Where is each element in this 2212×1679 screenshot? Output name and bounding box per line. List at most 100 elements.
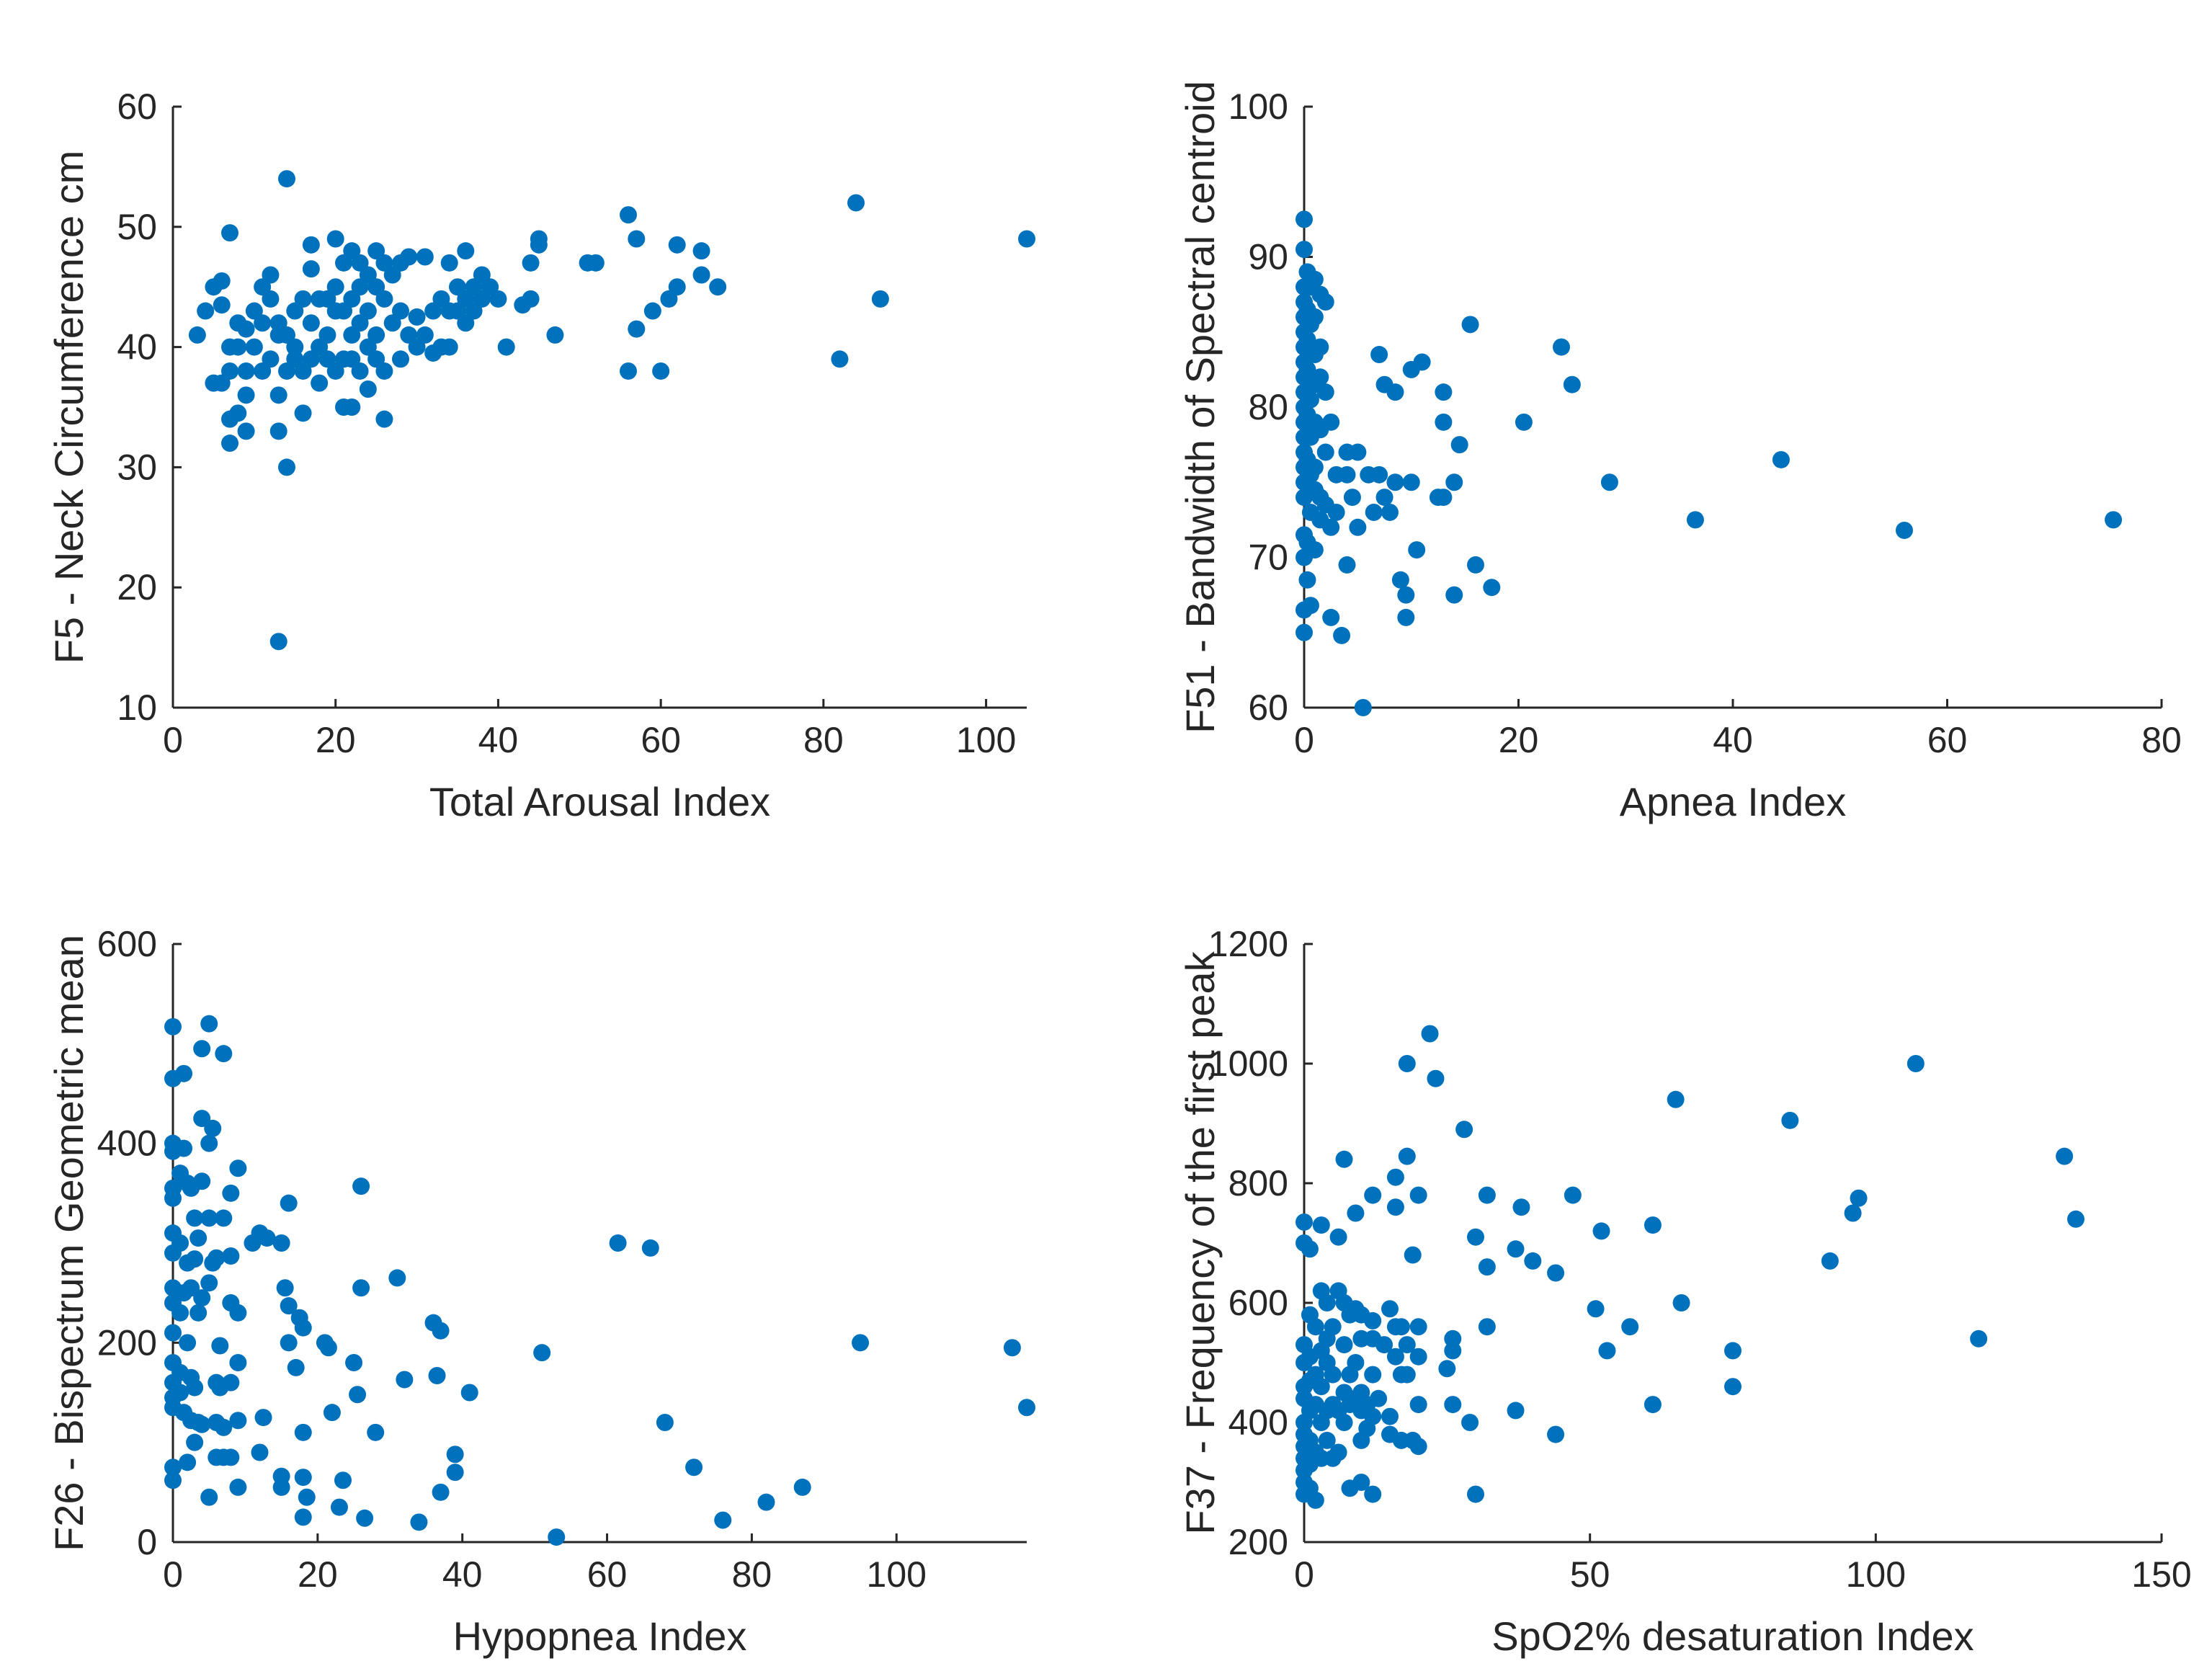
x-tick-label: 20: [1499, 720, 1539, 760]
data-point: [2056, 1147, 2074, 1165]
data-point: [1781, 1111, 1799, 1129]
data-point: [197, 302, 215, 320]
data-point: [1444, 1342, 1462, 1360]
data-point: [1381, 1407, 1399, 1425]
y-tick-label: 10: [117, 687, 157, 728]
data-point: [200, 1134, 218, 1152]
data-point: [1364, 1366, 1382, 1384]
data-point: [229, 1159, 247, 1177]
data-point: [1349, 518, 1367, 536]
data-point: [215, 1209, 233, 1227]
data-point: [222, 1247, 240, 1265]
data-point: [1349, 443, 1367, 461]
data-point: [1392, 1318, 1410, 1336]
data-point: [1338, 466, 1356, 484]
data-point: [489, 290, 507, 308]
data-point: [311, 374, 329, 392]
data-point: [1322, 608, 1340, 626]
data-point: [164, 1471, 182, 1489]
data-point: [1386, 1198, 1404, 1216]
data-point: [1435, 383, 1453, 401]
data-point: [1364, 1311, 1382, 1330]
data-point: [200, 1209, 218, 1227]
y-tick-label: 600: [97, 924, 157, 964]
data-point: [446, 1464, 464, 1482]
data-point: [1444, 1330, 1462, 1348]
data-point: [193, 1415, 211, 1433]
data-point: [200, 1274, 218, 1292]
data-point: [847, 194, 865, 212]
data-point: [294, 290, 312, 308]
x-tick-label: 60: [587, 1554, 628, 1595]
y-tick-label: 1000: [1208, 1043, 1288, 1084]
data-point: [294, 1423, 312, 1441]
data-point: [1427, 1069, 1445, 1087]
data-point: [319, 1339, 337, 1357]
data-point: [1821, 1252, 1839, 1270]
data-point: [1375, 489, 1393, 507]
data-point: [432, 1322, 450, 1340]
data-point: [1455, 1121, 1473, 1139]
data-point: [272, 1467, 290, 1485]
data-point: [641, 1239, 659, 1257]
data-point: [175, 1064, 193, 1082]
data-point: [221, 435, 238, 453]
data-point: [668, 278, 686, 296]
data-point: [179, 1453, 197, 1471]
data-point: [215, 1045, 233, 1063]
x-tick-label: 100: [1846, 1554, 1906, 1595]
data-point: [1329, 1443, 1347, 1461]
data-point: [1386, 383, 1404, 401]
data-point: [692, 266, 710, 284]
x-axis-title: Total Arousal Index: [429, 779, 770, 824]
data-point: [1354, 699, 1372, 716]
data-point: [229, 338, 247, 356]
data-point: [643, 302, 661, 320]
data-point: [1312, 1216, 1330, 1234]
data-point: [1686, 511, 1704, 529]
data-point: [1435, 413, 1453, 431]
y-axis-title: F51 - Bandwidth of Spectral centroid: [1177, 81, 1223, 734]
data-point: [1772, 450, 1790, 468]
data-point: [323, 1404, 341, 1422]
y-tick-label: 40: [117, 327, 157, 368]
y-tick-label: 50: [117, 207, 157, 247]
data-point: [222, 1448, 240, 1466]
data-point: [620, 206, 637, 224]
data-point: [164, 1017, 182, 1036]
data-point: [213, 272, 231, 290]
data-point: [1404, 1246, 1422, 1264]
y-tick-label: 1200: [1208, 924, 1288, 964]
data-point: [1478, 1186, 1496, 1204]
data-point: [1386, 473, 1404, 491]
data-point: [440, 338, 458, 356]
data-point: [709, 278, 727, 296]
y-tick-label: 90: [1248, 237, 1288, 277]
data-point: [1312, 1378, 1330, 1396]
data-point: [1298, 571, 1316, 589]
data-point: [1672, 1294, 1690, 1311]
data-point: [1507, 1402, 1525, 1420]
y-tick-label: 0: [137, 1522, 157, 1562]
data-point: [1524, 1252, 1542, 1270]
data-point: [1724, 1342, 1741, 1360]
data-point: [237, 422, 255, 440]
data-point: [416, 248, 434, 266]
data-point: [1461, 1414, 1479, 1431]
data-point: [2105, 511, 2123, 529]
data-point: [287, 1358, 305, 1376]
data-point: [1600, 473, 1618, 491]
data-point: [302, 236, 320, 254]
data-point: [186, 1379, 204, 1397]
data-point: [237, 320, 255, 338]
data-point: [1316, 293, 1334, 311]
data-point: [1318, 1431, 1336, 1449]
data-point: [1327, 503, 1345, 521]
x-axis-title: Hypopnea Index: [453, 1613, 747, 1659]
data-point: [1301, 391, 1319, 409]
y-tick-label: 60: [1248, 687, 1288, 728]
y-tick-label: 100: [1228, 86, 1288, 127]
data-point: [258, 1229, 276, 1247]
data-point: [396, 1371, 414, 1389]
data-point: [179, 1334, 197, 1352]
